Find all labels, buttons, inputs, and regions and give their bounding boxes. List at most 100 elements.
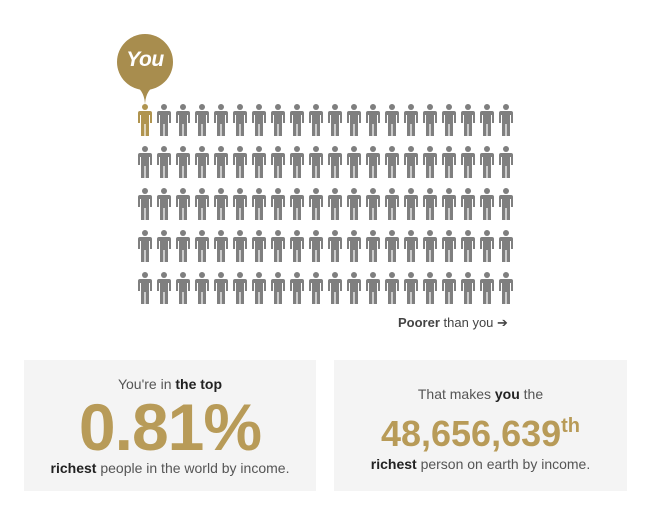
person-icon bbox=[499, 230, 513, 262]
person-icon bbox=[271, 146, 285, 178]
person-icon bbox=[233, 272, 247, 304]
outro-text: people in the world by income. bbox=[96, 460, 290, 476]
person-icon bbox=[442, 104, 456, 136]
person-icon bbox=[404, 230, 418, 262]
person-icon bbox=[290, 104, 304, 136]
rank-suffix: th bbox=[561, 415, 581, 437]
person-icon bbox=[366, 188, 380, 220]
person-icon bbox=[347, 272, 361, 304]
person-icon bbox=[347, 230, 361, 262]
person-icon bbox=[328, 104, 342, 136]
person-icon bbox=[176, 146, 190, 178]
person-icon bbox=[176, 104, 190, 136]
top-percent-intro: You're in the top bbox=[24, 376, 316, 392]
person-icon bbox=[461, 188, 475, 220]
person-icon bbox=[404, 146, 418, 178]
person-icon bbox=[195, 188, 209, 220]
person-icon bbox=[423, 272, 437, 304]
person-icon bbox=[366, 272, 380, 304]
person-icon bbox=[499, 272, 513, 304]
person-icon bbox=[176, 230, 190, 262]
person-icon bbox=[271, 188, 285, 220]
person-icon bbox=[499, 188, 513, 220]
rank-number: 48,656,639 bbox=[380, 413, 562, 454]
person-icon bbox=[233, 146, 247, 178]
person-icon bbox=[461, 230, 475, 262]
person-icon bbox=[138, 230, 152, 262]
person-icon bbox=[157, 104, 171, 136]
person-icon bbox=[157, 146, 171, 178]
rank-intro: That makes you the bbox=[334, 386, 627, 402]
top-percent-outro: richest people in the world by income. bbox=[24, 460, 316, 476]
outro-bold: richest bbox=[50, 460, 97, 476]
outro-bold: richest bbox=[370, 456, 417, 472]
person-icon bbox=[404, 104, 418, 136]
person-icon bbox=[309, 146, 323, 178]
intro-text: You're in bbox=[117, 376, 176, 392]
person-icon bbox=[233, 104, 247, 136]
person-icon bbox=[461, 146, 475, 178]
person-icon bbox=[233, 230, 247, 262]
person-icon bbox=[195, 272, 209, 304]
person-icon bbox=[366, 104, 380, 136]
person-icon bbox=[214, 146, 228, 178]
person-icon bbox=[385, 146, 399, 178]
person-icon-you bbox=[138, 104, 152, 136]
person-icon bbox=[309, 104, 323, 136]
person-icon bbox=[138, 272, 152, 304]
person-icon bbox=[328, 146, 342, 178]
person-icon bbox=[252, 230, 266, 262]
intro-end: the bbox=[519, 386, 544, 402]
poorer-bold: Poorer bbox=[398, 315, 440, 330]
person-icon bbox=[214, 104, 228, 136]
person-icon bbox=[328, 272, 342, 304]
person-icon bbox=[499, 104, 513, 136]
rank-outro: richest person on earth by income. bbox=[334, 456, 627, 472]
person-icon bbox=[442, 230, 456, 262]
intro-bold: the top bbox=[175, 376, 223, 392]
person-icon bbox=[271, 272, 285, 304]
person-icon bbox=[309, 188, 323, 220]
person-icon bbox=[290, 272, 304, 304]
you-label: You bbox=[126, 48, 164, 71]
person-icon bbox=[309, 230, 323, 262]
person-icon bbox=[480, 146, 494, 178]
person-icon bbox=[157, 272, 171, 304]
rank-panel: That makes you the 48,656,639th richest … bbox=[334, 360, 627, 491]
person-icon bbox=[271, 104, 285, 136]
person-icon bbox=[157, 188, 171, 220]
person-icon bbox=[480, 188, 494, 220]
person-icon bbox=[290, 146, 304, 178]
person-icon bbox=[328, 230, 342, 262]
intro-text: That makes bbox=[417, 386, 495, 402]
person-icon bbox=[195, 230, 209, 262]
arrow-right-icon: ➔ bbox=[497, 315, 508, 330]
person-icon bbox=[423, 188, 437, 220]
person-icon bbox=[385, 104, 399, 136]
person-icon bbox=[157, 230, 171, 262]
person-icon bbox=[290, 230, 304, 262]
person-icon bbox=[138, 188, 152, 220]
person-icon bbox=[176, 272, 190, 304]
person-icon bbox=[252, 146, 266, 178]
person-icon bbox=[195, 104, 209, 136]
person-icon bbox=[290, 188, 304, 220]
person-icon bbox=[214, 188, 228, 220]
person-icon bbox=[423, 146, 437, 178]
person-icon bbox=[480, 104, 494, 136]
poorer-rest: than you bbox=[443, 315, 494, 330]
person-icon bbox=[138, 146, 152, 178]
person-icon bbox=[195, 146, 209, 178]
top-percent-value: 0.81% bbox=[78, 390, 262, 464]
person-icon bbox=[252, 188, 266, 220]
person-icon bbox=[461, 104, 475, 136]
person-icon bbox=[328, 188, 342, 220]
person-icon bbox=[366, 146, 380, 178]
person-icon bbox=[404, 188, 418, 220]
intro-bold: you bbox=[494, 386, 520, 402]
person-icon bbox=[214, 272, 228, 304]
person-icon bbox=[214, 230, 228, 262]
person-icon bbox=[366, 230, 380, 262]
person-icon bbox=[271, 230, 285, 262]
person-icon bbox=[442, 188, 456, 220]
